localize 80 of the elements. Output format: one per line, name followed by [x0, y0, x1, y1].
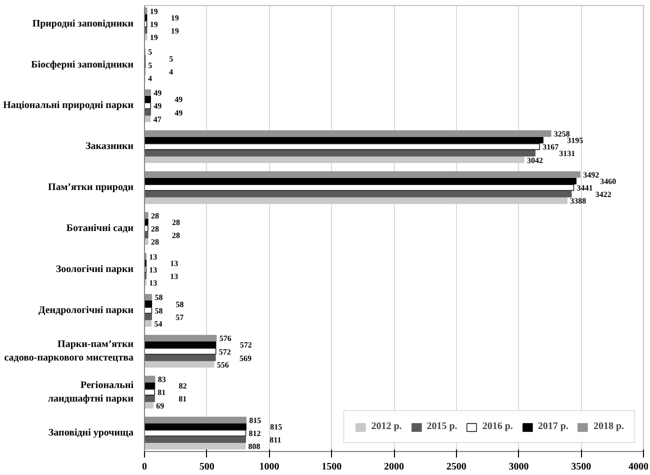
data-label: 28 [172, 231, 180, 240]
data-label: 54 [154, 319, 162, 328]
data-label: 28 [150, 238, 159, 247]
data-label: 28 [150, 211, 159, 220]
y-tick-label: Пам’ятки природи [48, 182, 134, 194]
data-label: 13 [149, 252, 158, 262]
data-label: 815 [270, 422, 282, 432]
data-label: 556 [216, 360, 229, 370]
data-label: 808 [248, 442, 260, 452]
y-tick-label: Регіональні ландшафтні парки [48, 380, 134, 404]
legend-label: 2016 р. [482, 421, 513, 432]
x-tick-label: 0 [142, 462, 147, 472]
data-label: 811 [270, 436, 282, 445]
legend-label: 2018 р. [593, 421, 624, 432]
data-label: 19 [150, 20, 158, 29]
data-label: 3042 [526, 156, 543, 165]
data-label: 49 [154, 102, 162, 111]
data-label: 4 [169, 67, 173, 76]
data-label: 569 [239, 354, 252, 363]
y-tick-label: Біосферні заповідники [31, 59, 134, 70]
x-tick-label: 4000 [628, 462, 648, 472]
data-label: 3460 [600, 177, 616, 186]
data-label: 58 [154, 306, 163, 316]
data-label: 3388 [570, 196, 586, 206]
y-tick-label: Зоологічні парки [56, 264, 134, 275]
data-label: 3422 [595, 190, 612, 200]
data-label: 3441 [576, 184, 593, 193]
data-label: 19 [170, 26, 179, 36]
data-label: 3131 [559, 149, 576, 158]
data-label: 19 [150, 6, 158, 16]
data-label: 3195 [567, 136, 584, 146]
data-label: 3492 [583, 170, 600, 180]
data-label: 3167 [542, 142, 559, 152]
data-label: 81 [178, 394, 187, 404]
data-label: 5 [148, 48, 152, 57]
data-label: 5 [148, 60, 152, 70]
data-label: 82 [178, 382, 187, 391]
y-tick-label: Заказники [86, 141, 134, 152]
data-label: 47 [153, 114, 162, 124]
data-label: 13 [170, 258, 178, 268]
data-label: 13 [149, 278, 158, 288]
data-label: 28 [150, 224, 159, 234]
x-tick-label: 500 [199, 462, 214, 472]
data-label: 83 [158, 375, 166, 384]
legend-label: 2017 р. [538, 421, 568, 432]
data-label: 19 [150, 33, 158, 42]
y-tick-label: Ботанічні сади [66, 223, 134, 234]
data-label: 572 [218, 347, 231, 356]
data-label: 58 [154, 293, 163, 302]
data-label: 58 [176, 300, 184, 309]
x-tick-label: 2000 [384, 462, 404, 472]
data-label: 572 [240, 340, 252, 350]
data-label: 4 [148, 74, 152, 83]
y-tick-label: Заповідні урочища [48, 428, 134, 439]
x-tick-label: 3500 [571, 462, 592, 472]
legend-label: 2015 р. [426, 421, 458, 432]
data-label: 13 [170, 272, 178, 281]
data-label: 815 [249, 416, 262, 425]
data-label: 81 [158, 388, 166, 398]
data-label: 3258 [554, 130, 570, 139]
x-tick-label: 1000 [259, 462, 280, 472]
data-label: 57 [176, 312, 184, 322]
data-label: 19 [170, 13, 179, 22]
data-label: 13 [149, 265, 158, 274]
data-label: 49 [174, 95, 183, 104]
data-label: 49 [174, 108, 183, 118]
data-label: 812 [248, 429, 261, 438]
data-label: 576 [219, 334, 232, 344]
y-tick-label: Природні заповідники [32, 18, 134, 30]
x-tick-label: 2500 [446, 462, 466, 472]
x-tick-label: 1500 [322, 462, 342, 472]
data-label: 69 [156, 401, 164, 410]
legend-label: 2012 р. [371, 421, 402, 432]
data-label: 28 [172, 218, 180, 227]
x-tick-label: 3000 [508, 462, 529, 472]
y-tick-label: Дендрологічні парки [38, 304, 134, 316]
data-label: 5 [169, 54, 174, 64]
data-label: 49 [154, 88, 162, 98]
y-tick-label: Національні природні парки [3, 100, 134, 112]
y-tick-label: Парки-пам’ятки садово-паркового мистецтва [4, 339, 134, 364]
